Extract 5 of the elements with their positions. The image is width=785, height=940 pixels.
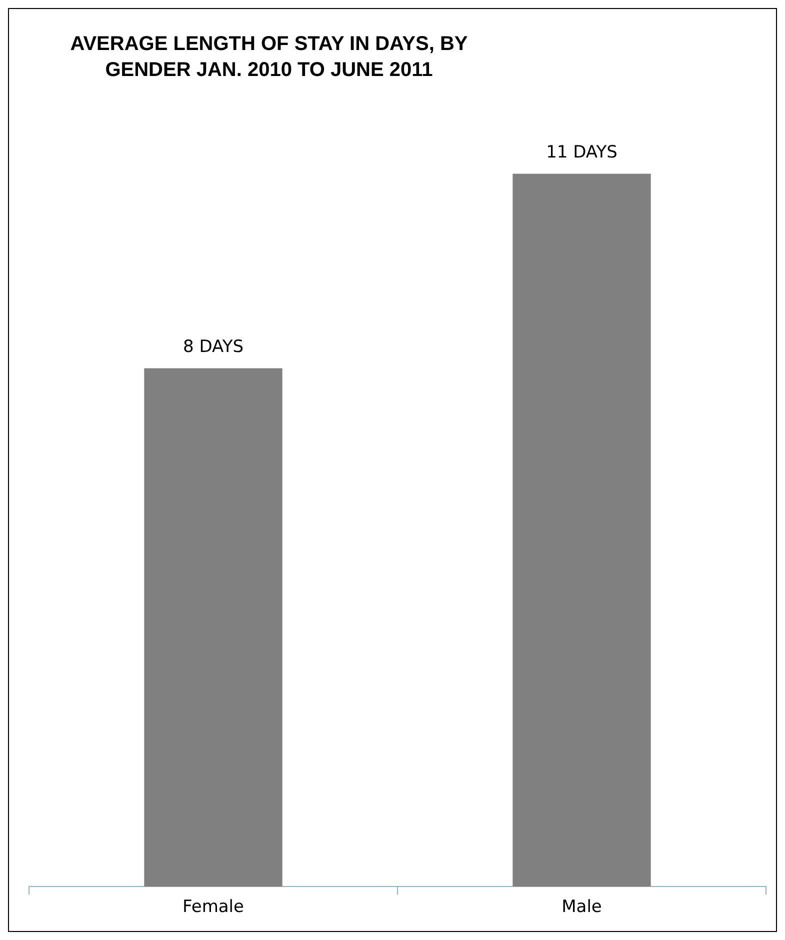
data-label: 8 DAYS [183, 337, 244, 358]
x-tick-label: Male [562, 897, 602, 918]
x-tick-label: Female [182, 897, 244, 918]
chart-title: AVERAGE LENGTH OF STAY IN DAYS, BY GENDER JAN. 2010 TO JUNE 2011 [69, 32, 469, 83]
data-label: 11 DAYS [546, 142, 618, 163]
